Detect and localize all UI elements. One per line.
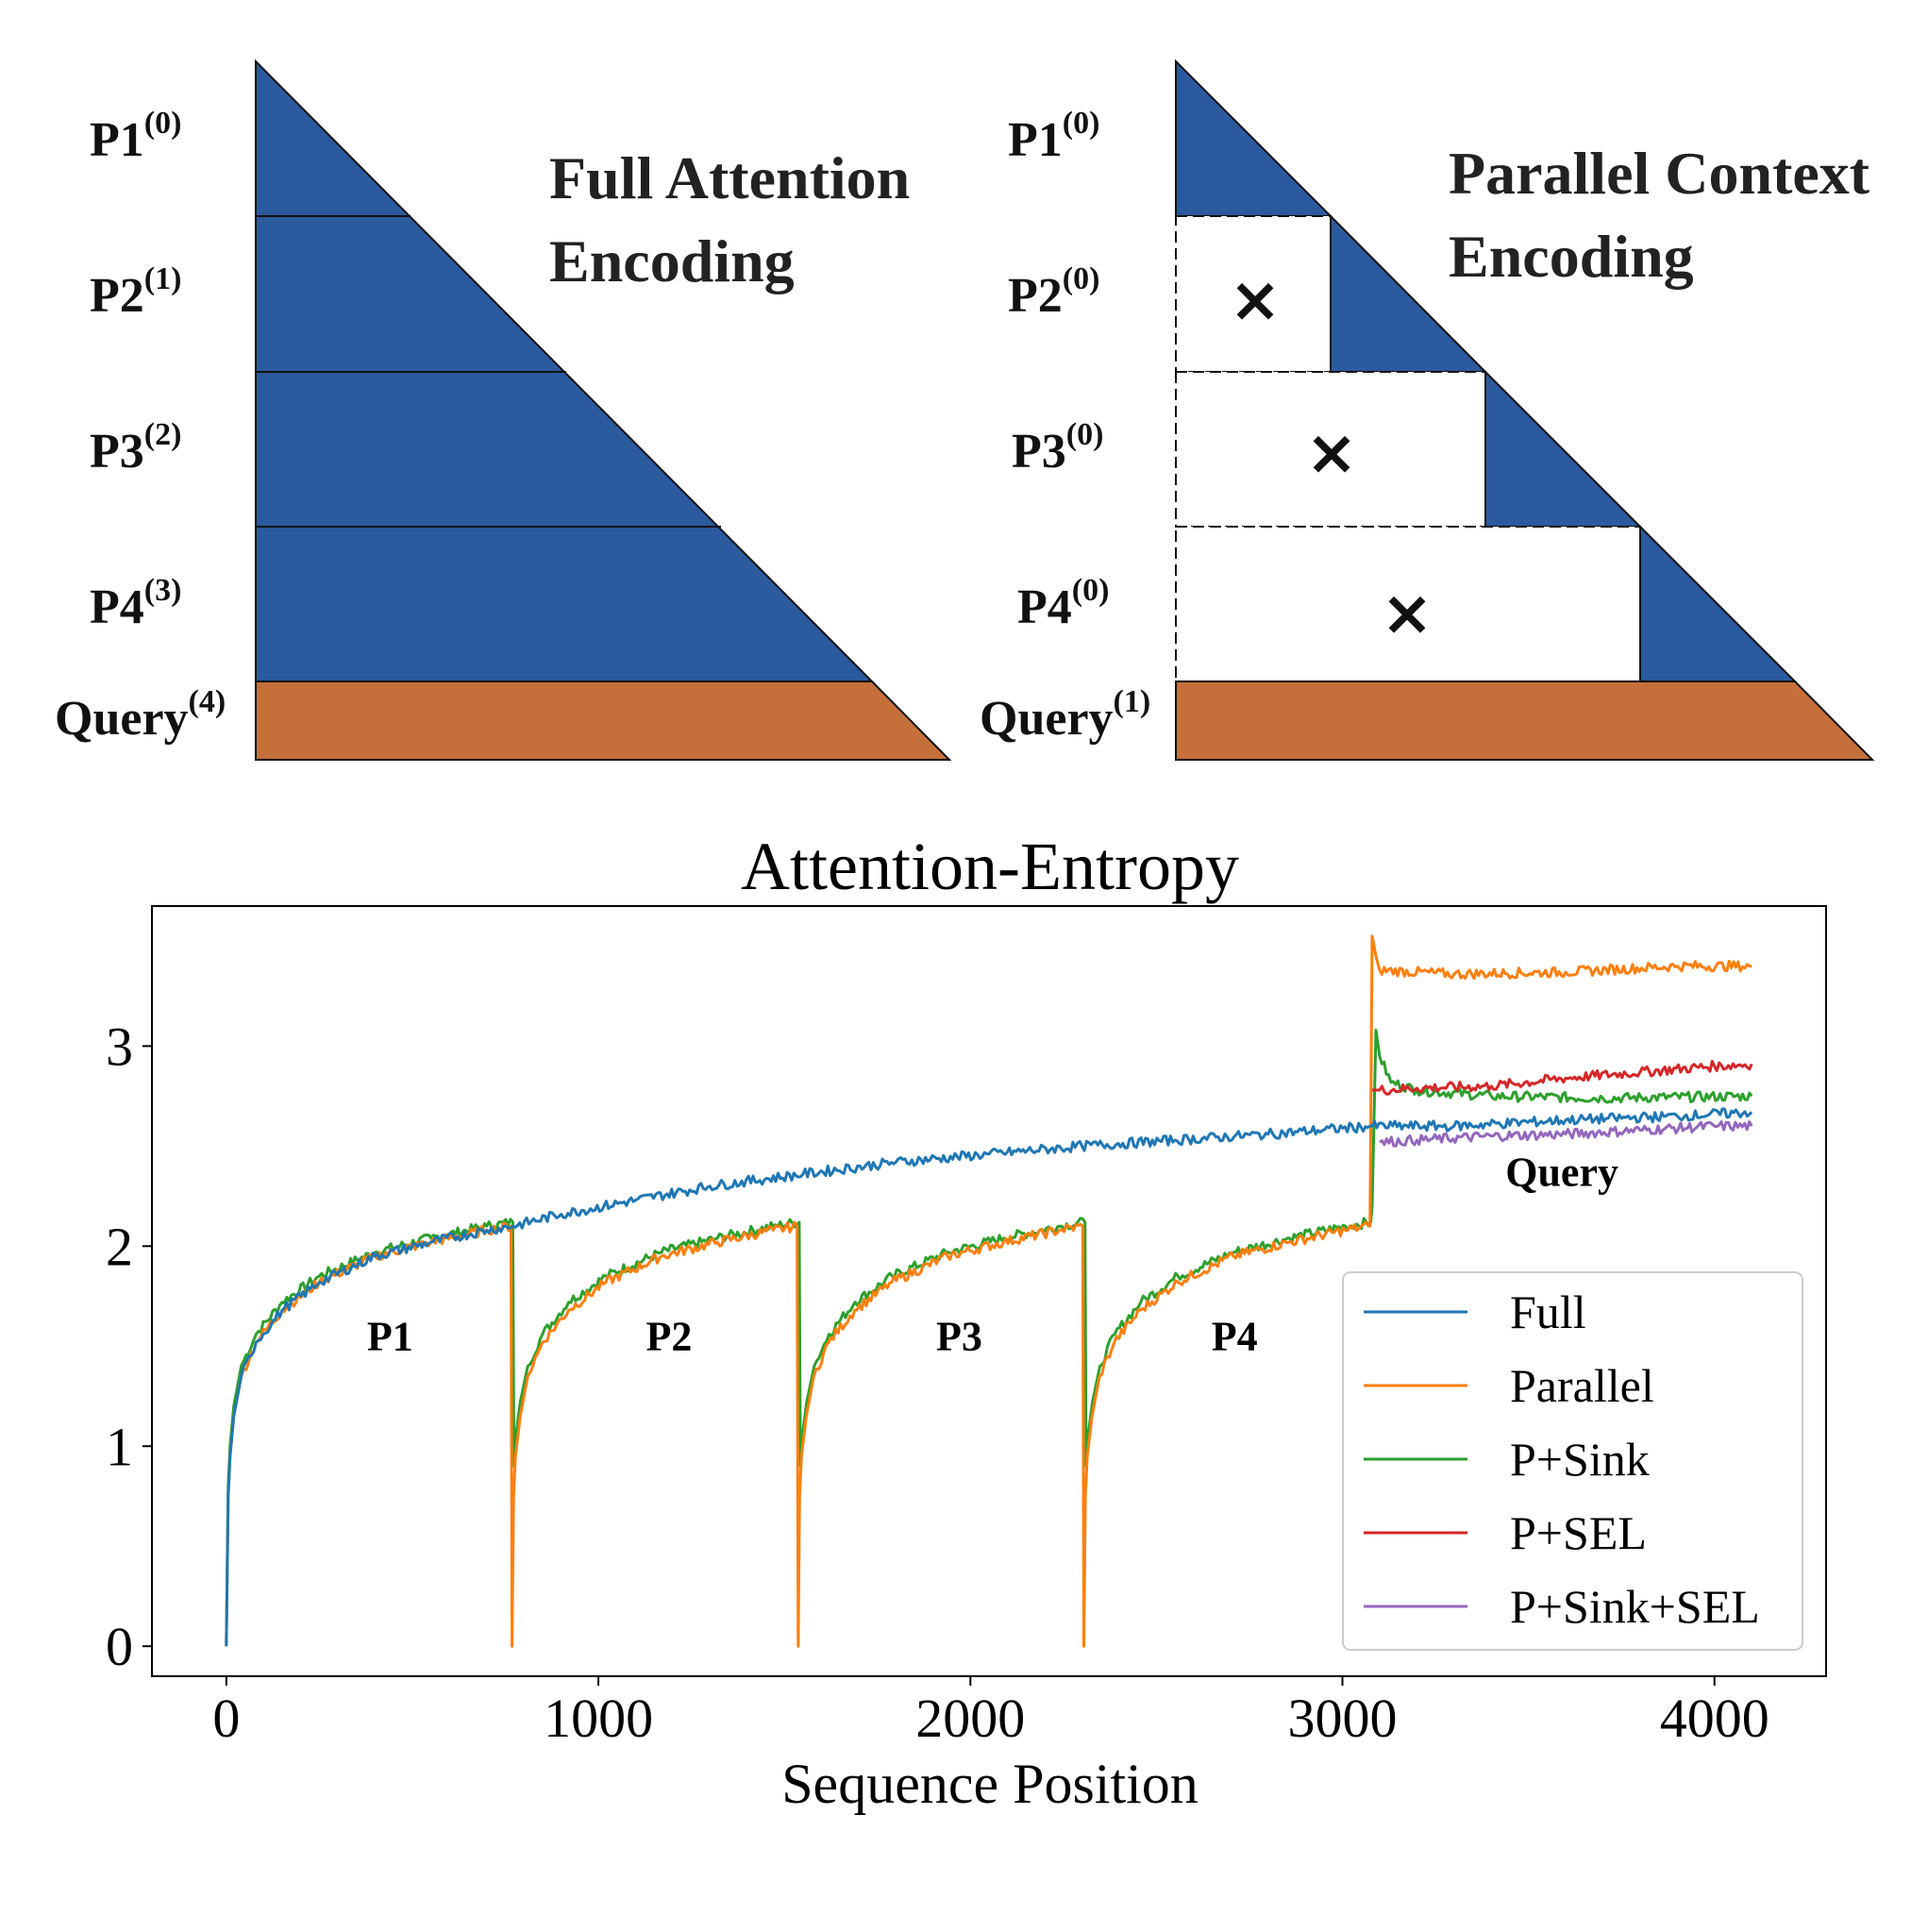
p4-block-parallel [1639, 524, 1798, 682]
row-label-query-parallel: Query(1) [980, 684, 1150, 746]
row-label-p2-full: P2(1) [90, 261, 181, 323]
y-tick-label: 2 [106, 1216, 133, 1277]
y-tick-label: 3 [106, 1016, 133, 1077]
segment-label: P4 [1212, 1314, 1258, 1360]
y-tick-label: 0 [106, 1616, 133, 1677]
plot-frame [151, 905, 1827, 1677]
masked-region-p4 [1175, 526, 1641, 682]
segment-labels: P1 P2 P3 P4 Query [367, 1150, 1618, 1360]
parallel-context-title-line1: Parallel Context [1449, 140, 1870, 207]
y-tick-label: 1 [106, 1416, 133, 1477]
parallel-context-diagram: × × × P1(0) P2(0) P3(0) P4(0) Query(1) P… [980, 59, 1875, 761]
query-band-parallel [1175, 680, 1875, 761]
full-attention-title-line2: Encoding [549, 227, 795, 294]
row-label-p2-parallel: P2(0) [1008, 261, 1099, 323]
attention-entropy-chart: Attention-Entropy 0 1000 2000 3000 40000123 … [106, 829, 1827, 1815]
x-tick-label: 3000 [1288, 1688, 1398, 1749]
plot-lines [225, 934, 1753, 1648]
x-tick-label: 4000 [1660, 1688, 1769, 1749]
parallel-context-title-line2: Encoding [1449, 223, 1694, 290]
segment-label: P2 [646, 1314, 693, 1360]
segment-label: P3 [936, 1314, 982, 1360]
query-band-full [255, 680, 952, 761]
x-tick-label: 1000 [544, 1688, 653, 1749]
row-label-p1-full: P1(0) [90, 106, 181, 167]
segment-label: Query [1505, 1150, 1618, 1196]
p1-block-parallel [1175, 59, 1333, 217]
masked-x-mark-p4: × [1381, 577, 1433, 649]
segment-label: P1 [367, 1314, 413, 1360]
legend-label: P+Sink [1510, 1433, 1650, 1486]
row-label-query-full: Query(4) [55, 684, 226, 746]
masked-region-p2 [1175, 215, 1332, 373]
x-tick-label: 0 [212, 1688, 240, 1749]
series-line-parallel [225, 934, 1752, 1648]
series-line-p-sel [1372, 1060, 1753, 1096]
axis-ticks: 0 1000 2000 3000 4000 0 1 2 3 [106, 1016, 1769, 1749]
legend-label: P+SEL [1510, 1506, 1647, 1559]
masked-x-mark-p3: × [1305, 416, 1357, 489]
x-axis-label: Sequence Position [781, 1753, 1199, 1815]
row-label-p1-parallel: P1(0) [1008, 106, 1099, 167]
legend-box [1342, 1271, 1803, 1651]
row-label-p4-full: P4(3) [90, 573, 181, 634]
p3-block-parallel [1484, 369, 1643, 528]
series-line-full [225, 1107, 1753, 1647]
legend-label: P+Sink+SEL [1510, 1580, 1760, 1633]
legend: Full Parallel P+Sink P+SEL P+Sink+SEL [1342, 1271, 1803, 1651]
masked-x-mark-p2: × [1229, 263, 1281, 336]
x-tick-label: 2000 [915, 1688, 1025, 1749]
legend-label: Full [1510, 1285, 1586, 1338]
full-attention-title-line1: Full Attention [549, 144, 910, 211]
row-label-p3-parallel: P3(0) [1012, 417, 1103, 479]
full-attention-diagram: P1(0) P2(1) P3(2) P4(3) Query(4) Full At… [55, 59, 952, 761]
series-line-p-sink-sel [1379, 1120, 1753, 1148]
row-label-p4-parallel: P4(0) [1017, 573, 1109, 634]
row-label-p3-full: P3(2) [90, 417, 181, 479]
chart-title: Attention-Entropy [741, 829, 1239, 904]
legend-label: Parallel [1510, 1359, 1654, 1412]
masked-region-p3 [1175, 371, 1486, 528]
